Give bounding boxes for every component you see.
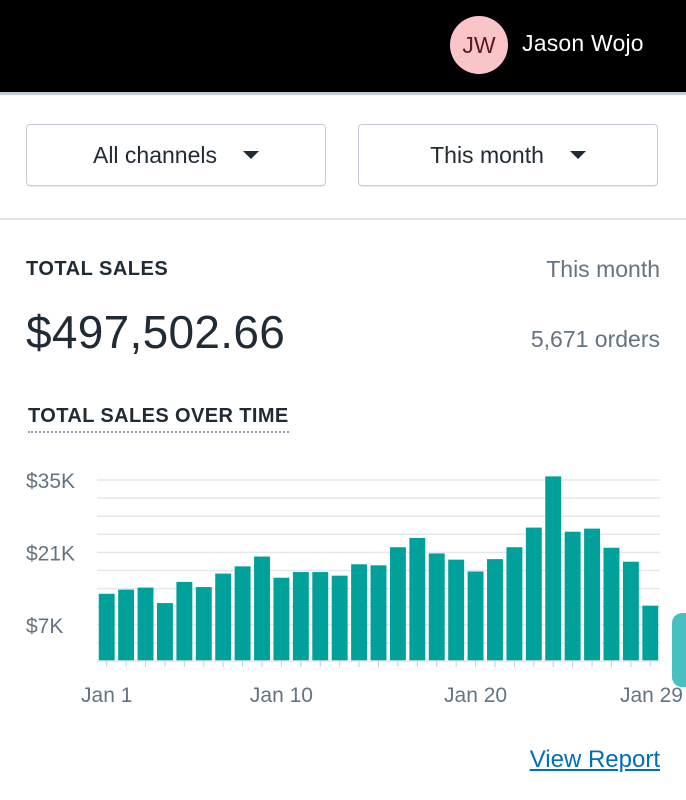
x-tick-label: Jan 1: [81, 684, 132, 707]
bar: [584, 528, 601, 661]
top-bar: JW Jason Wojo: [0, 0, 686, 95]
bar: [409, 537, 426, 661]
bar: [545, 476, 562, 661]
bar: [642, 605, 659, 661]
bar: [98, 593, 115, 661]
orders-count: 5,671 orders: [530, 326, 660, 352]
view-report-link[interactable]: View Report: [529, 746, 660, 773]
period-select-label: This month: [430, 141, 544, 168]
bar: [273, 577, 290, 661]
bar: [525, 527, 542, 661]
bar: [195, 587, 212, 661]
caret-down-icon: [243, 151, 260, 159]
bar: [370, 565, 387, 661]
bar: [487, 559, 503, 661]
bar: [428, 553, 445, 661]
total-sales-heading: TOTAL SALES: [26, 258, 169, 280]
x-tick-label: Jan 10: [250, 684, 313, 707]
user-name[interactable]: Jason Wojo: [522, 30, 644, 56]
bar: [176, 581, 193, 661]
divider: [0, 218, 686, 220]
y-tick-label: $21K: [26, 542, 75, 565]
bar: [331, 575, 348, 661]
channel-select[interactable]: All channels: [26, 124, 326, 186]
bar: [312, 572, 329, 661]
avatar-initials: JW: [462, 31, 496, 58]
total-sales-amount: $497,502.66: [26, 306, 286, 358]
bar: [156, 603, 173, 661]
bar: [292, 572, 309, 661]
bar: [564, 531, 581, 661]
y-tick-label: $35K: [26, 470, 75, 493]
x-tick-label: Jan 20: [444, 684, 507, 707]
bar: [234, 566, 251, 661]
sales-bar-chart: $7K $21K $35K Jan 1 Jan 10 Jan 20 Jan 29: [26, 470, 683, 707]
bar: [215, 573, 232, 661]
period-select[interactable]: This month: [358, 124, 658, 186]
bar: [137, 587, 154, 661]
bar: [467, 571, 484, 661]
x-tick-label: Jan 29: [620, 684, 683, 707]
bar: [622, 561, 639, 661]
bar: [603, 547, 620, 661]
bar: [254, 556, 270, 661]
bar: [506, 547, 523, 661]
channel-select-label: All channels: [92, 141, 218, 168]
caret-down-icon: [569, 151, 586, 159]
bar: [118, 589, 135, 661]
bar: [389, 547, 406, 661]
chart-title[interactable]: TOTAL SALES OVER TIME: [28, 405, 289, 433]
avatar[interactable]: JW: [450, 16, 508, 74]
bar: [448, 559, 465, 661]
side-tab[interactable]: [672, 613, 686, 687]
y-tick-label: $7K: [26, 615, 63, 638]
bar: [351, 564, 368, 661]
summary-period: This month: [546, 256, 660, 282]
